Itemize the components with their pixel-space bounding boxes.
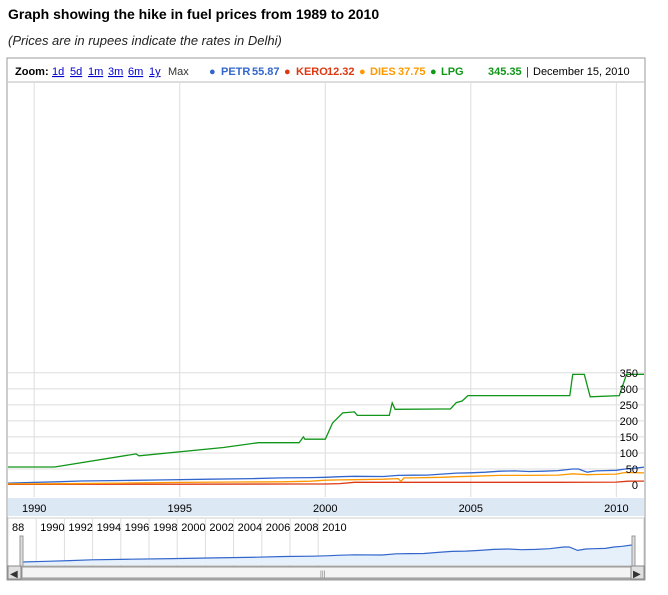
y-tick-label-0: 0: [632, 480, 638, 492]
x-tick-label-2000: 2000: [313, 503, 337, 515]
zoom-6m-link[interactable]: 6m: [128, 66, 143, 78]
navigator-left-handle[interactable]: [19, 535, 24, 567]
zoom-5d-link[interactable]: 5d: [70, 66, 82, 78]
legend-kero-name: KERO: [296, 66, 328, 78]
navigator-label-88: 88: [12, 522, 24, 534]
y-tick-label-300: 300: [620, 384, 638, 396]
navigator-label-2008: 2008: [294, 522, 318, 534]
main-plot-area[interactable]: 0 50 100 150 200 250 300 350: [7, 83, 645, 497]
page-subtitle: (Prices are in rupees indicate the rates…: [8, 33, 282, 48]
zoom-max-label[interactable]: Max: [168, 66, 189, 78]
navigator-label-2000: 2000: [181, 522, 205, 534]
navigator-scrollbar[interactable]: ◀ ||| ▶: [7, 565, 645, 580]
legend-petr-name: PETR: [221, 66, 250, 78]
navigator-label-2002: 2002: [209, 522, 233, 534]
navigator-label-1998: 1998: [153, 522, 177, 534]
navigator-label-2004: 2004: [238, 522, 262, 534]
legend-lpg-value: 345.35: [488, 66, 522, 78]
navigator-line: [21, 544, 633, 563]
scrollbar-thumb[interactable]: [21, 566, 632, 579]
legend-dies-name: DIES: [370, 66, 396, 78]
series-line-kero: [7, 480, 645, 486]
toolbar-background: [8, 59, 644, 82]
legend-petr-value: 55.87: [252, 66, 280, 78]
scroll-right-icon: ▶: [633, 569, 641, 580]
zoom-1m-link[interactable]: 1m: [88, 66, 103, 78]
navigator-right-handle[interactable]: [631, 535, 636, 567]
legend-dies-dot-icon: ●: [359, 66, 366, 78]
x-gridlines: [33, 83, 617, 497]
legend-kero-value: 12.32: [327, 66, 355, 78]
chart-frame: [6, 57, 646, 581]
x-axis-band: [8, 498, 644, 516]
y-tick-label-250: 250: [620, 400, 638, 412]
legend-petr-dot-icon: ●: [209, 66, 216, 78]
range-navigator[interactable]: 88 1990 1992 1994 1996 1998 2000 2002 2004 2006 20…: [7, 517, 645, 567]
legend-dies-value: 37.75: [398, 66, 426, 78]
legend-lpg-name: LPG: [441, 66, 464, 78]
x-tick-label-2010: 2010: [604, 503, 628, 515]
zoom-1d-link[interactable]: 1d: [52, 66, 64, 78]
y-tick-label-200: 200: [620, 416, 638, 428]
legend-kero-dot-icon: ●: [284, 66, 291, 78]
x-tick-labels: 1990 1995 2000 2005 2010: [22, 503, 629, 515]
legend-lpg-dot-icon: ●: [430, 66, 437, 78]
series-line-petr: [7, 466, 645, 484]
zoom-1y-link[interactable]: 1y: [149, 66, 161, 78]
y-tick-label-150: 150: [620, 432, 638, 444]
x-tick-label-1990: 1990: [22, 503, 46, 515]
x-tick-label-1995: 1995: [167, 503, 191, 515]
scrollbar-grip-icon: |||: [320, 571, 326, 578]
toolbar-separator: |: [526, 66, 529, 78]
y-tick-labels: 0 50 100 150 200 250 300 350: [620, 368, 638, 492]
navigator-year-labels: 88 1990 1992 1994 1996 1998 2000 2002 2004 2006 20…: [12, 522, 347, 534]
x-tick-label-2005: 2005: [459, 503, 483, 515]
navigator-area: [22, 545, 632, 565]
y-tick-label-100: 100: [620, 448, 638, 460]
scroll-left-button[interactable]: [7, 565, 22, 580]
navigator-label-1994: 1994: [97, 522, 121, 534]
page-title: Graph showing the hike in fuel prices fr…: [8, 6, 380, 22]
zoom-label: Zoom:: [15, 66, 49, 78]
y-tick-label-50: 50: [626, 464, 638, 476]
current-date: December 15, 2010: [533, 66, 630, 78]
chart-toolbar: Zoom: 1d 5d 1m 3m 6m 1y Max ● PETR 55.87…: [8, 59, 644, 83]
navigator-label-2010: 2010: [322, 522, 346, 534]
navigator-label-1990: 1990: [40, 522, 64, 534]
navigator-label-2006: 2006: [266, 522, 290, 534]
scroll-right-button[interactable]: [630, 565, 645, 580]
series-lines: [7, 373, 645, 486]
y-tick-label-350: 350: [620, 368, 638, 380]
series-line-lpg: [8, 373, 645, 468]
zoom-3m-link[interactable]: 3m: [108, 66, 123, 78]
scroll-left-icon: ◀: [10, 569, 18, 580]
series-line-dies: [7, 471, 645, 485]
navigator-label-1996: 1996: [125, 522, 149, 534]
navigator-label-1992: 1992: [68, 522, 92, 534]
